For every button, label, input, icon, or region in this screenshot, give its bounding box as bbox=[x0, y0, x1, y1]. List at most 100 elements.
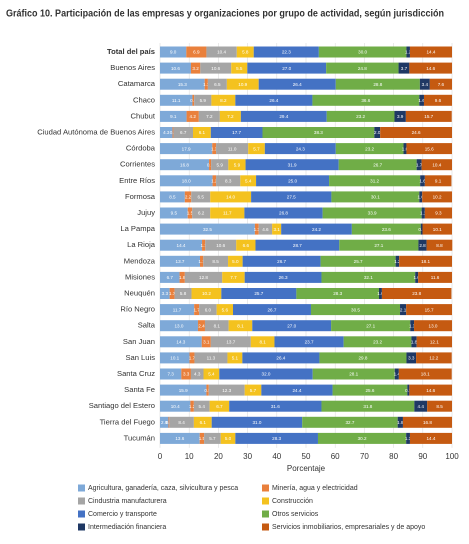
value-label: 9.0 bbox=[170, 50, 177, 55]
value-label: 31.6 bbox=[271, 404, 280, 409]
value-label: 28.1 bbox=[349, 372, 358, 377]
value-label: 6.7 bbox=[167, 275, 174, 280]
bar-segment bbox=[331, 320, 411, 332]
value-label: 10.4 bbox=[171, 404, 180, 409]
bar-segment bbox=[422, 223, 452, 235]
value-label: 8.8 bbox=[436, 243, 443, 248]
value-label: 1.8 bbox=[411, 340, 418, 345]
bar-segment bbox=[174, 288, 192, 299]
value-label: 2.8 bbox=[419, 243, 426, 248]
value-label: 33.9 bbox=[368, 211, 377, 216]
value-label: 6.9 bbox=[193, 50, 200, 55]
bar-segment bbox=[248, 143, 265, 155]
value-label: 13.6 bbox=[175, 436, 184, 441]
bar-segment bbox=[199, 304, 217, 316]
bar-segment bbox=[422, 191, 452, 203]
category-label: Chaco bbox=[133, 95, 155, 104]
bar-segment bbox=[235, 432, 318, 444]
value-label: 8.1 bbox=[237, 323, 244, 328]
value-label: 6.7 bbox=[216, 404, 223, 409]
value-label: 1.2 bbox=[211, 179, 218, 184]
bar-segment bbox=[160, 191, 185, 203]
bar-segment bbox=[416, 336, 452, 348]
value-label: 31.9 bbox=[288, 162, 297, 167]
value-label: 4.3 bbox=[163, 130, 170, 135]
legend-label: Otros servicios bbox=[272, 511, 319, 518]
value-label: 32.0 bbox=[262, 372, 271, 377]
bar-segment bbox=[261, 384, 333, 396]
bar-segment bbox=[193, 400, 210, 412]
value-label: 3.3 bbox=[408, 356, 415, 361]
value-label: 6.6 bbox=[243, 243, 250, 248]
bar-segment bbox=[244, 271, 322, 283]
bar-segment bbox=[228, 320, 253, 332]
value-label: 4.2 bbox=[190, 114, 197, 119]
bar-segment bbox=[203, 255, 229, 267]
bar-segment bbox=[420, 223, 423, 235]
bar-segment bbox=[409, 46, 452, 58]
value-label: 27.1 bbox=[366, 323, 375, 328]
value-label: 13.0 bbox=[429, 323, 438, 328]
value-label: 36.6 bbox=[361, 98, 370, 103]
category-label: San Juan bbox=[123, 337, 155, 346]
bar-segment bbox=[236, 46, 254, 58]
value-label: 10.1 bbox=[433, 227, 442, 232]
value-label: 28.8 bbox=[373, 82, 382, 87]
bar-segment bbox=[419, 94, 424, 106]
bar-segment bbox=[220, 432, 236, 444]
bar-segment bbox=[210, 127, 263, 138]
value-label: 26.3 bbox=[279, 275, 288, 280]
value-label: 1.6 bbox=[419, 179, 426, 184]
bar-segment bbox=[251, 191, 332, 203]
bar-segment bbox=[379, 288, 382, 299]
value-label: 11.7 bbox=[223, 211, 232, 216]
bar-segment bbox=[411, 336, 417, 348]
bar-segment bbox=[160, 46, 187, 58]
bar-segment bbox=[254, 223, 259, 235]
category-label: Santa Fe bbox=[124, 385, 155, 394]
bar-segment bbox=[226, 78, 259, 90]
bar-segment bbox=[202, 239, 206, 251]
bar-segment bbox=[160, 432, 200, 444]
value-label: 9.1 bbox=[170, 114, 177, 119]
bar-segment bbox=[212, 175, 217, 187]
value-label: 25.7 bbox=[254, 291, 263, 296]
value-label: 15.3 bbox=[178, 82, 187, 87]
value-label: 10.6 bbox=[216, 243, 225, 248]
bar-segment bbox=[212, 143, 217, 155]
bar-segment bbox=[262, 127, 375, 138]
value-label: 26.7 bbox=[277, 259, 286, 264]
value-label: 1.0 bbox=[418, 195, 425, 200]
bar-segment bbox=[190, 368, 204, 380]
legend-swatch bbox=[78, 484, 85, 492]
bar-segment bbox=[160, 320, 198, 332]
value-label: 1.1 bbox=[203, 82, 210, 87]
value-label: 5.7 bbox=[253, 146, 260, 151]
bar-segment bbox=[410, 320, 415, 332]
value-label: 5.4 bbox=[208, 372, 215, 377]
bar-segment bbox=[418, 271, 452, 283]
bar-segment bbox=[209, 159, 212, 171]
bar-segment bbox=[381, 288, 452, 299]
value-label: 30.1 bbox=[371, 195, 380, 200]
value-label: 14.4 bbox=[426, 50, 435, 55]
bar-segment bbox=[395, 255, 400, 267]
value-label: 17.9 bbox=[182, 146, 191, 151]
legend-label: Agricultura, ganadería, caza, silvicultu… bbox=[88, 485, 238, 492]
value-label: 10.4 bbox=[432, 162, 441, 167]
value-label: 1.0 bbox=[377, 291, 384, 296]
x-tick-label: 80 bbox=[389, 452, 398, 461]
bar-segment bbox=[255, 239, 340, 251]
bar-segment bbox=[186, 46, 207, 58]
value-label: 7.7 bbox=[230, 275, 237, 280]
value-label: 30.5 bbox=[351, 307, 360, 312]
bar-segment bbox=[416, 159, 422, 171]
value-label: 5.9 bbox=[200, 98, 207, 103]
category-label: Tierra del Fuego bbox=[100, 417, 155, 426]
value-label: 14.0 bbox=[226, 195, 235, 200]
bar-segment bbox=[184, 271, 223, 283]
bar-segment bbox=[421, 159, 452, 171]
bar-segment bbox=[407, 384, 410, 396]
value-label: 9.1 bbox=[435, 179, 442, 184]
value-label: 12.1 bbox=[430, 340, 439, 345]
